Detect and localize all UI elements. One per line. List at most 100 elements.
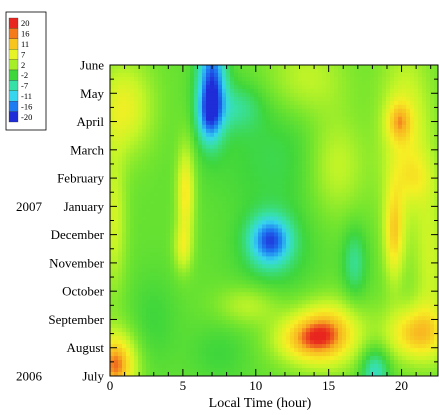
heatmap-cell [126, 116, 131, 122]
heatmap-cell [374, 192, 379, 198]
heatmap-cell [150, 220, 155, 226]
heatmap-cell [310, 168, 315, 174]
heatmap-cell [110, 136, 115, 142]
heatmap-cell [114, 256, 119, 261]
heatmap-cell [414, 132, 419, 138]
heatmap-cell [346, 156, 351, 162]
heatmap-cell [150, 65, 155, 70]
heatmap-cell [266, 68, 271, 74]
heatmap-cell [230, 244, 235, 250]
heatmap-cell [206, 116, 211, 122]
heatmap-cell [130, 176, 135, 182]
heatmap-cell [374, 288, 379, 293]
heatmap-cell [222, 228, 227, 234]
heatmap-cell [286, 196, 291, 202]
heatmap-cell [282, 220, 287, 226]
heatmap-cell [202, 65, 207, 70]
heatmap-cell [318, 88, 323, 94]
heatmap-cell [194, 200, 199, 206]
heatmap-cell [294, 224, 299, 230]
heatmap-cell [290, 292, 295, 297]
heatmap-cell [222, 224, 227, 230]
heatmap-cell [254, 284, 259, 289]
heatmap-cell [326, 256, 331, 261]
heatmap-cell [278, 300, 283, 305]
heatmap-cell [430, 216, 435, 222]
heatmap-cell [246, 148, 251, 154]
heatmap-cell [138, 268, 143, 273]
heatmap-cell [422, 96, 427, 102]
heatmap-cell [342, 120, 347, 126]
heatmap-cell [166, 224, 171, 230]
heatmap-cell [394, 196, 399, 202]
heatmap-cell [350, 200, 355, 206]
heatmap-cell [306, 76, 311, 82]
heatmap-cell [258, 168, 263, 174]
heatmap-cell [270, 232, 275, 238]
heatmap-cell [246, 224, 251, 230]
heatmap-cell [142, 216, 147, 222]
heatmap-cell [386, 156, 391, 162]
heatmap-cell [330, 88, 335, 94]
heatmap-cell [398, 296, 403, 301]
heatmap-cell [346, 108, 351, 114]
heatmap-cell [406, 168, 411, 174]
heatmap-cell [138, 208, 143, 214]
heatmap-cell [110, 184, 115, 190]
heatmap-cell [406, 164, 411, 170]
heatmap-cell [186, 220, 191, 226]
heatmap-cell [234, 140, 239, 146]
heatmap-cell [410, 216, 415, 222]
heatmap-cell [398, 212, 403, 218]
heatmap-cell [346, 172, 351, 178]
heatmap-cell [418, 116, 423, 122]
heatmap-cell [146, 96, 151, 102]
heatmap-cell [398, 132, 403, 138]
heatmap-cell [158, 104, 163, 110]
heatmap-cell [338, 160, 343, 166]
heatmap-cell [406, 104, 411, 110]
heatmap-cell [142, 292, 147, 297]
heatmap-cell [214, 236, 219, 242]
heatmap-cell [134, 276, 139, 281]
heatmap-cell [414, 244, 419, 250]
heatmap-cell [310, 152, 315, 158]
heatmap-cell [210, 264, 215, 269]
heatmap-cell [306, 252, 311, 257]
heatmap-cell [414, 256, 419, 261]
heatmap-cell [254, 240, 259, 246]
heatmap-cell [222, 96, 227, 102]
heatmap-cell [278, 92, 283, 98]
heatmap-cell [286, 212, 291, 218]
heatmap-cell [126, 112, 131, 118]
heatmap-cell [190, 212, 195, 218]
heatmap-cell [402, 192, 407, 198]
heatmap-cell [198, 200, 203, 206]
heatmap-cell [314, 184, 319, 190]
heatmap-cell [266, 268, 271, 273]
heatmap-cell [242, 288, 247, 293]
heatmap-cell [238, 76, 243, 82]
heatmap-cell [366, 168, 371, 174]
heatmap-cell [294, 244, 299, 250]
heatmap-cell [338, 136, 343, 142]
heatmap-cell [250, 220, 255, 226]
heatmap-cell [418, 228, 423, 234]
heatmap-cell [262, 248, 267, 253]
heatmap-cell [134, 248, 139, 253]
heatmap-cell [418, 172, 423, 178]
heatmap-cell [150, 172, 155, 178]
heatmap-cell [370, 84, 375, 90]
heatmap-cell [250, 180, 255, 186]
heatmap-cell [434, 288, 438, 293]
heatmap-cell [434, 228, 438, 234]
heatmap-cell [138, 244, 143, 250]
heatmap-cell [250, 248, 255, 253]
heatmap-cell [390, 268, 395, 273]
heatmap-cell [210, 280, 215, 285]
heatmap-cell [230, 132, 235, 138]
heatmap-cell [262, 240, 267, 246]
heatmap-cell [350, 220, 355, 226]
heatmap-cell [322, 228, 327, 234]
heatmap-cell [286, 116, 291, 122]
